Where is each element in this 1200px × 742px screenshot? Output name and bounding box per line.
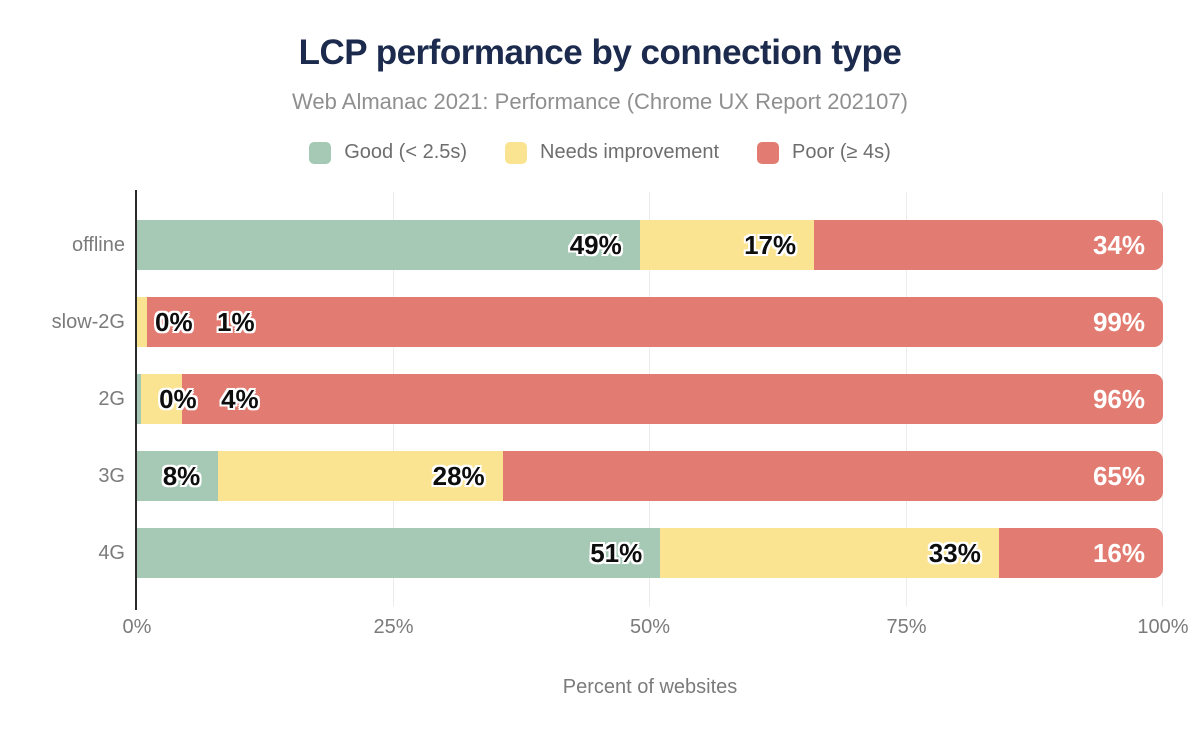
x-tick-label: 75% — [886, 616, 927, 638]
bar-segment-poor[interactable] — [182, 374, 1163, 424]
x-tick-label: 50% — [629, 616, 671, 638]
bar-segment-good[interactable] — [137, 220, 640, 270]
x-tick-label: 25% — [373, 616, 414, 638]
legend-item-good[interactable]: Good (< 2.5s) — [309, 141, 467, 164]
value-label: 65% — [1092, 461, 1145, 491]
bar-segment-good[interactable] — [137, 374, 142, 424]
legend-swatch-good — [309, 141, 332, 164]
value-label: 49% — [569, 230, 622, 260]
bar-segment-needs-improvement[interactable] — [218, 451, 503, 501]
bar-segment-good[interactable] — [137, 528, 661, 578]
chart-subtitle: Web Almanac 2021: Performance (Chrome UX… — [292, 89, 908, 114]
chart-title: LCP performance by connection type — [298, 33, 902, 72]
bar-row-slow-2G: slow-2G 99% 0% 1% — [52, 297, 1163, 347]
value-label: 33% — [928, 538, 981, 568]
bar-segment-needs-improvement[interactable] — [137, 297, 148, 347]
category-label: offline — [71, 234, 125, 256]
category-label: 3G — [98, 465, 125, 487]
category-label: slow-2G — [51, 311, 125, 333]
value-label: 8% — [162, 461, 201, 491]
bar-segment-needs-improvement[interactable] — [639, 220, 815, 270]
value-label: 4% — [221, 384, 259, 414]
legend-label: Needs improvement — [540, 141, 720, 163]
value-label: 34% — [1092, 230, 1145, 260]
value-label: 0% — [159, 384, 197, 414]
bar-segment-good[interactable] — [137, 451, 219, 501]
bar-segment-poor[interactable] — [502, 451, 1163, 501]
bar-segment-poor[interactable] — [147, 297, 1163, 347]
category-label: 4G — [98, 542, 125, 564]
bar-segment-needs-improvement[interactable] — [660, 528, 999, 578]
bar-row-2G: 2G 96% 0% 4% — [98, 374, 1163, 424]
legend-item-poor[interactable]: Poor (≥ 4s) — [757, 141, 891, 164]
value-label: 1% — [217, 307, 255, 337]
legend: Good (< 2.5s) Needs improvement Poor (≥ 4s… — [0, 141, 1200, 164]
bar-row-4G: 4G 51% 33% 16% — [98, 528, 1163, 578]
x-axis-title: Percent of websites — [562, 676, 738, 698]
legend-swatch-poor — [757, 141, 780, 164]
bar-row-3G: 3G 8% 28% 65% — [98, 451, 1163, 501]
value-label: 17% — [744, 230, 797, 260]
value-label: 96% — [1092, 384, 1145, 414]
legend-label: Good (< 2.5s) — [344, 141, 468, 163]
value-label: 0% — [155, 307, 193, 337]
value-label: 16% — [1092, 538, 1145, 568]
value-label: 28% — [432, 461, 485, 491]
x-tick-label: 100% — [1137, 616, 1189, 638]
legend-label: Poor (≥ 4s) — [792, 141, 891, 163]
legend-item-needs-improvement[interactable]: Needs improvement — [505, 141, 719, 164]
y-axis-line — [135, 190, 137, 610]
category-label: 2G — [98, 388, 125, 410]
plot-area: offline 49% 17% 34% slow-2G 99% 0% 1% 2G 96% 0% 4% 3… — [52, 192, 1163, 610]
bar-segment-poor[interactable] — [998, 528, 1163, 578]
bar-row-offline: offline 49% 17% 34% — [72, 220, 1163, 270]
x-tick-label: 0% — [122, 616, 152, 638]
bar-segment-needs-improvement[interactable] — [141, 374, 183, 424]
value-label: 51% — [590, 538, 643, 568]
value-label: 99% — [1092, 307, 1145, 337]
bar-segment-poor[interactable] — [814, 220, 1163, 270]
legend-swatch-needs-improvement — [505, 141, 528, 164]
